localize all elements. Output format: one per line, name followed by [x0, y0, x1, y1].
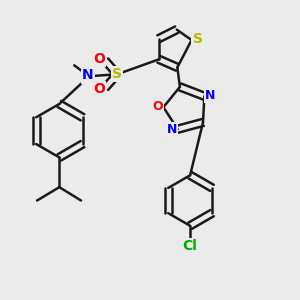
Text: N: N	[205, 89, 215, 102]
Text: S: S	[193, 32, 202, 46]
Text: O: O	[93, 52, 105, 66]
Text: O: O	[93, 82, 105, 96]
Text: S: S	[112, 67, 122, 81]
Text: N: N	[82, 68, 93, 83]
Text: Cl: Cl	[183, 239, 198, 253]
Text: N: N	[167, 123, 177, 136]
Text: O: O	[152, 100, 163, 113]
